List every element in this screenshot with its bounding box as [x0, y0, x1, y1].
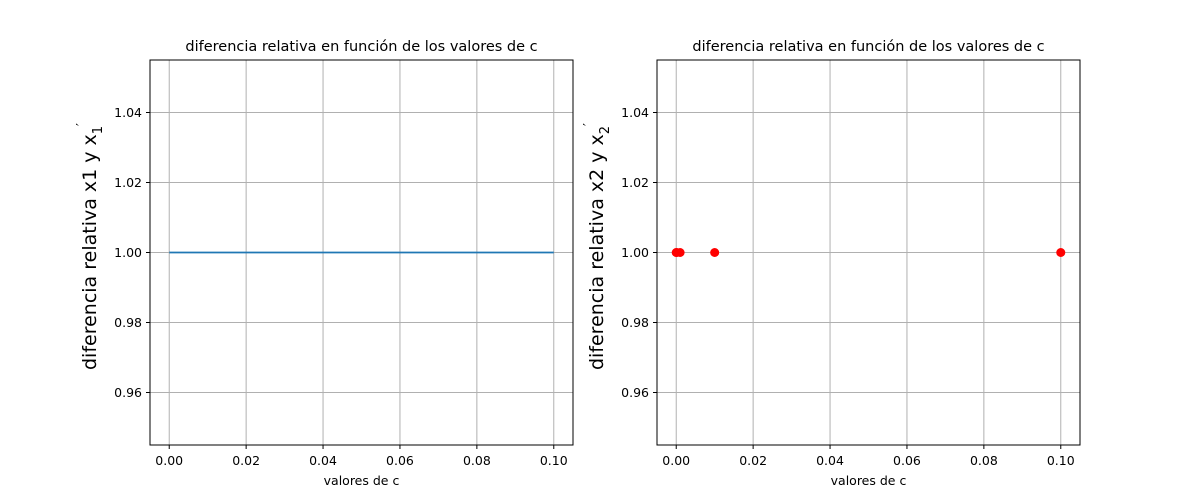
x-tick-label: 0.08 [463, 453, 491, 468]
data-point [710, 248, 720, 257]
y-tick-label: 1.04 [621, 105, 649, 120]
series-right [671, 248, 1066, 257]
data-point [675, 248, 685, 257]
y-tick-label: 0.96 [621, 385, 649, 400]
ticks-right: 0.00 0.02 0.04 0.06 0.08 0.10 0.96 0.98 1.00 1.02… [621, 105, 1075, 468]
y-tick-label: 1.02 [114, 175, 142, 190]
x-tick-label: 0.00 [662, 453, 690, 468]
y-tick-label: 0.98 [114, 315, 142, 330]
y-tick-label: 1.00 [114, 245, 142, 260]
x-tick-label: 0.06 [386, 453, 414, 468]
y-tick-label: 0.98 [621, 315, 649, 330]
x-tick-label: 0.04 [309, 453, 337, 468]
x-tick-label: 0.06 [893, 453, 921, 468]
y-axis-label-right: diferencia relativa x2 y x2′ [582, 123, 613, 370]
chart-title-right: diferencia relativa en función de los va… [692, 39, 1044, 55]
x-tick-label: 0.04 [816, 453, 844, 468]
x-axis-label-left: valores de c [324, 473, 400, 488]
data-point [1056, 248, 1066, 257]
x-tick-label: 0.10 [540, 453, 568, 468]
y-tick-label: 1.00 [621, 245, 649, 260]
chart-left: 0.00 0.02 0.04 0.06 0.08 0.10 0.96 0.98 1.00 1.02… [75, 39, 574, 488]
y-axis-label-prime-right: ′ [582, 123, 597, 126]
y-tick-label: 0.96 [114, 385, 142, 400]
x-tick-label: 0.00 [155, 453, 183, 468]
x-tick-label: 0.02 [232, 453, 260, 468]
ticks-left: 0.00 0.02 0.04 0.06 0.08 0.10 0.96 0.98 1.00 1.02… [114, 105, 568, 468]
y-tick-label: 1.02 [621, 175, 649, 190]
x-tick-label: 0.10 [1047, 453, 1075, 468]
y-axis-label-left: diferencia relativa x1 y x1′ [75, 123, 106, 370]
y-axis-label-main-left: diferencia relativa x1 y x [79, 134, 101, 370]
y-axis-label-main-right: diferencia relativa x2 y x [586, 134, 608, 370]
y-axis-label-prime-left: ′ [75, 123, 90, 126]
y-axis-label-subscript-right: 2 [598, 126, 613, 134]
y-tick-label: 1.04 [114, 105, 142, 120]
chart-right: 0.00 0.02 0.04 0.06 0.08 0.10 0.96 0.98 1.00 1.02… [582, 39, 1081, 488]
grid-right [657, 60, 1080, 445]
x-tick-label: 0.02 [739, 453, 767, 468]
y-axis-label-subscript-left: 1 [91, 126, 106, 134]
chart-title-left: diferencia relativa en función de los va… [185, 39, 537, 55]
x-axis-label-right: valores de c [831, 473, 907, 488]
x-tick-label: 0.08 [970, 453, 998, 468]
